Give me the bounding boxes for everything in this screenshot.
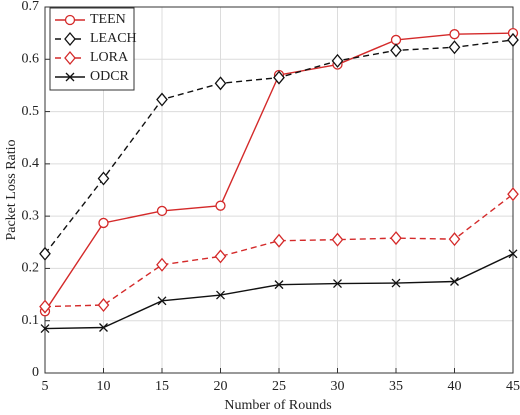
marker bbox=[156, 92, 168, 107]
marker bbox=[156, 205, 168, 217]
y-axis-label: Packet Loss Ratio bbox=[4, 139, 19, 240]
x-tick-label: 15 bbox=[155, 379, 169, 394]
y-tick-label: 0 bbox=[32, 365, 39, 380]
y-tick-label: 0.3 bbox=[22, 208, 40, 223]
marker bbox=[391, 278, 401, 288]
marker bbox=[216, 290, 225, 300]
marker bbox=[97, 171, 110, 186]
marker bbox=[449, 29, 460, 40]
marker bbox=[214, 76, 227, 91]
x-tick-label: 35 bbox=[389, 379, 403, 394]
marker bbox=[39, 246, 51, 261]
legend-label: ODCR bbox=[90, 69, 130, 84]
x-axis-label: Number of Rounds bbox=[224, 398, 331, 413]
y-tick-label: 0.6 bbox=[22, 52, 40, 67]
y-tick-label: 0.4 bbox=[22, 156, 40, 171]
marker bbox=[99, 323, 108, 332]
marker bbox=[448, 40, 461, 55]
marker bbox=[40, 324, 50, 334]
legend-marker bbox=[64, 31, 76, 47]
marker bbox=[507, 32, 519, 47]
marker bbox=[157, 296, 167, 306]
marker bbox=[390, 231, 402, 246]
marker bbox=[273, 233, 285, 248]
legend-label: TEEN bbox=[90, 12, 126, 27]
x-tick-label: 45 bbox=[506, 379, 520, 394]
marker bbox=[215, 200, 226, 211]
marker bbox=[331, 53, 344, 68]
y-tick-label: 0.2 bbox=[22, 261, 40, 276]
marker bbox=[214, 249, 227, 264]
legend-marker bbox=[65, 72, 75, 82]
marker bbox=[98, 217, 109, 229]
y-tick-label: 0.7 bbox=[22, 0, 40, 14]
marker bbox=[390, 34, 402, 46]
marker bbox=[508, 249, 518, 259]
x-tick-label: 30 bbox=[331, 379, 345, 394]
legend-marker bbox=[64, 14, 76, 26]
x-tick-label: 5 bbox=[42, 379, 49, 394]
marker bbox=[331, 232, 344, 247]
series-line bbox=[44, 193, 514, 308]
legend-label: LORA bbox=[90, 50, 129, 65]
legend-marker bbox=[64, 50, 76, 66]
marker bbox=[390, 43, 402, 58]
marker bbox=[507, 187, 519, 202]
marker bbox=[448, 232, 461, 247]
marker bbox=[273, 70, 285, 85]
y-tick-label: 0.1 bbox=[22, 313, 40, 328]
legend-label: LEACH bbox=[90, 31, 137, 46]
marker bbox=[450, 277, 459, 286]
marker bbox=[39, 299, 51, 314]
x-tick-label: 25 bbox=[272, 379, 286, 394]
marker bbox=[274, 280, 284, 290]
x-tick-label: 20 bbox=[214, 379, 228, 394]
marker bbox=[156, 257, 168, 272]
marker bbox=[97, 298, 110, 313]
x-tick-label: 40 bbox=[448, 379, 462, 394]
marker bbox=[333, 279, 342, 289]
y-tick-label: 0.5 bbox=[22, 104, 40, 119]
x-tick-label: 10 bbox=[97, 379, 111, 394]
